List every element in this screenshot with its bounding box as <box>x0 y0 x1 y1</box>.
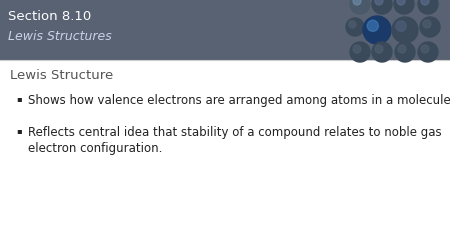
Circle shape <box>372 0 392 15</box>
Circle shape <box>375 0 383 6</box>
Circle shape <box>418 0 438 15</box>
Circle shape <box>421 46 429 54</box>
Circle shape <box>418 43 438 63</box>
Text: Section 8.10: Section 8.10 <box>8 10 91 23</box>
Circle shape <box>367 21 378 32</box>
Circle shape <box>350 43 370 63</box>
Circle shape <box>396 22 406 32</box>
Circle shape <box>421 0 429 6</box>
Circle shape <box>363 17 391 45</box>
Text: ▪: ▪ <box>16 93 22 102</box>
Circle shape <box>372 43 392 63</box>
Circle shape <box>397 0 405 6</box>
Circle shape <box>423 21 431 29</box>
Circle shape <box>398 46 406 54</box>
Bar <box>0 0 450 60</box>
Text: Lewis Structure: Lewis Structure <box>10 69 113 81</box>
Circle shape <box>392 18 418 44</box>
Circle shape <box>346 19 364 37</box>
Circle shape <box>350 0 370 15</box>
Circle shape <box>353 46 361 54</box>
Circle shape <box>420 18 440 38</box>
Text: Lewis Structures: Lewis Structures <box>8 30 112 43</box>
Circle shape <box>375 46 383 54</box>
Circle shape <box>394 0 414 15</box>
Text: ▪: ▪ <box>16 125 22 134</box>
Text: Shows how valence electrons are arranged among atoms in a molecule.: Shows how valence electrons are arranged… <box>28 93 450 106</box>
Circle shape <box>395 43 415 63</box>
Text: Reflects central idea that stability of a compound relates to noble gas
electron: Reflects central idea that stability of … <box>28 125 441 155</box>
Circle shape <box>353 0 361 6</box>
Circle shape <box>349 22 356 29</box>
